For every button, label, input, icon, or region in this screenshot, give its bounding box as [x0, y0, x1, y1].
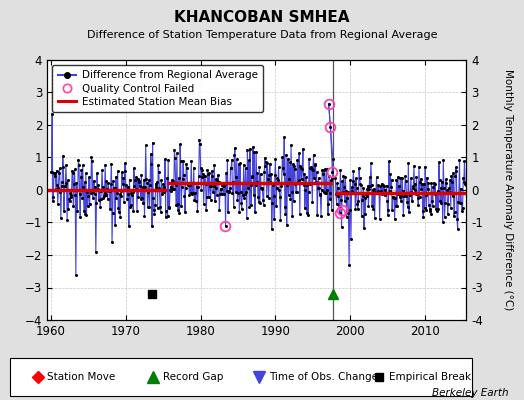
Text: Difference of Station Temperature Data from Regional Average: Difference of Station Temperature Data f…: [87, 30, 437, 40]
Legend: Difference from Regional Average, Quality Control Failed, Estimated Station Mean: Difference from Regional Average, Qualit…: [52, 65, 263, 112]
Y-axis label: Monthly Temperature Anomaly Difference (°C): Monthly Temperature Anomaly Difference (…: [503, 69, 512, 311]
Text: Record Gap: Record Gap: [162, 372, 223, 382]
Text: Berkeley Earth: Berkeley Earth: [432, 388, 508, 398]
Text: Station Move: Station Move: [47, 372, 116, 382]
Text: KHANCOBAN SMHEA: KHANCOBAN SMHEA: [174, 10, 350, 25]
FancyBboxPatch shape: [10, 358, 472, 396]
Text: Empirical Break: Empirical Break: [389, 372, 471, 382]
Text: Time of Obs. Change: Time of Obs. Change: [269, 372, 378, 382]
